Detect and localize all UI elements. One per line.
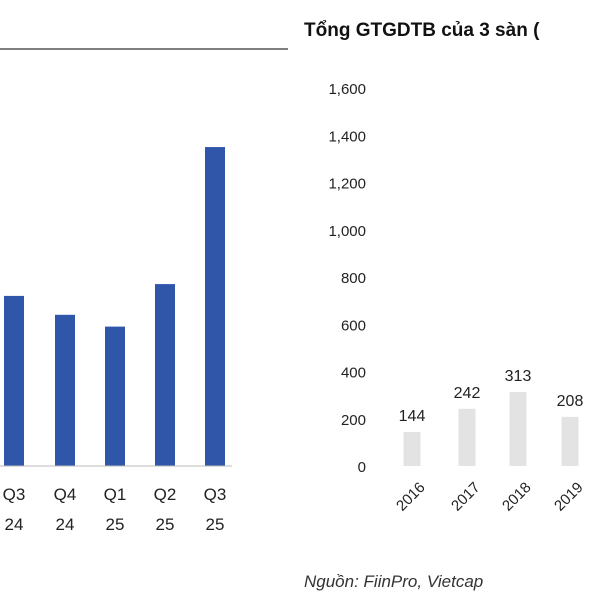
source-note: Nguồn: FiinPro, Vietcap — [304, 572, 483, 591]
left-xtick-top-0: Q3 — [3, 485, 26, 504]
left-xtick-top-1: Q4 — [54, 485, 77, 504]
right-chart: Tổng GTGDTB của 3 sàn ( 0 200 400 600 800 1,00… — [304, 20, 587, 515]
right-ytick-3: 600 — [341, 317, 366, 334]
left-xtick-bottom-0: 24 — [5, 515, 24, 534]
left-xtick-top-4: Q3 — [204, 485, 227, 504]
right-data-label-3: 208 — [557, 393, 584, 410]
left-xtick-bottom-1: 24 — [56, 515, 75, 534]
right-data-label-1: 242 — [454, 385, 481, 402]
right-xtick-2: 2018 — [499, 479, 535, 515]
left-bar-4 — [205, 147, 225, 466]
left-xtick-bottom-3: 25 — [156, 515, 175, 534]
right-bar-0 — [403, 431, 421, 466]
right-ytick-7: 1,400 — [328, 128, 366, 145]
right-bar-1 — [458, 408, 476, 466]
left-xtick-top-3: Q2 — [154, 485, 177, 504]
left-bar-0 — [4, 295, 24, 466]
right-ytick-4: 800 — [341, 270, 366, 287]
right-xtick-0: 2016 — [393, 479, 429, 515]
right-chart-title: Tổng GTGDTB của 3 sàn ( — [304, 20, 540, 41]
right-bar-3 — [561, 416, 579, 466]
right-ytick-2: 400 — [341, 365, 366, 382]
left-xtick-bottom-4: 25 — [206, 515, 225, 534]
right-ytick-8: 1,600 — [328, 81, 366, 98]
left-bar-2 — [105, 326, 125, 466]
right-ytick-0: 0 — [358, 459, 366, 476]
right-xtick-3: 2019 — [551, 479, 587, 515]
right-ytick-6: 1,200 — [328, 176, 366, 193]
right-ytick-5: 1,000 — [328, 223, 366, 240]
right-data-label-0: 144 — [399, 408, 426, 425]
left-bar-1 — [55, 314, 75, 466]
left-xtick-bottom-2: 25 — [106, 515, 125, 534]
left-xtick-top-2: Q1 — [104, 485, 127, 504]
right-ytick-1: 200 — [341, 412, 366, 429]
right-data-label-2: 313 — [505, 368, 532, 385]
left-bar-3 — [155, 284, 175, 466]
left-chart: Q3 24 Q4 24 Q1 25 Q2 25 Q3 25 — [0, 48, 288, 534]
right-bar-2 — [509, 392, 527, 466]
right-xtick-1: 2017 — [448, 479, 484, 515]
